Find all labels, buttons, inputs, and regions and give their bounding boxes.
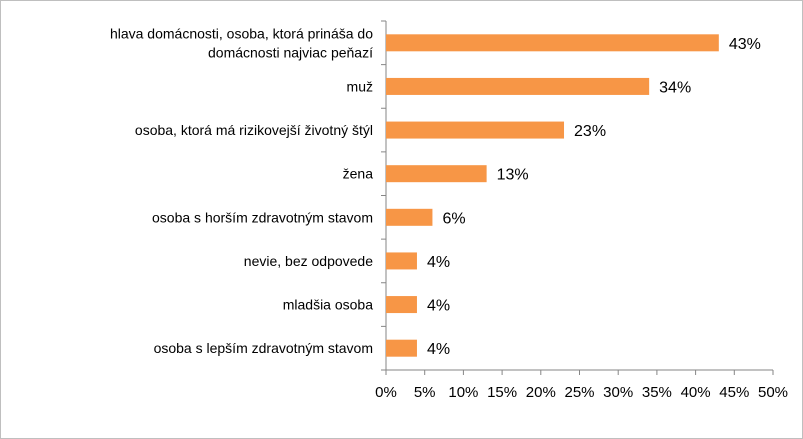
bar <box>386 296 417 314</box>
x-tick-label: 5% <box>414 384 436 401</box>
bar <box>386 77 650 95</box>
bar <box>386 339 417 357</box>
bar-value-label: 43% <box>729 36 761 53</box>
bar <box>386 121 565 139</box>
category-label: osoba s lepším zdravotným stavom <box>154 340 373 356</box>
category-label: žena <box>343 166 374 182</box>
x-tick-label: 40% <box>681 384 711 401</box>
x-tick-label: 25% <box>564 384 594 401</box>
category-label: muž <box>347 78 373 94</box>
x-tick-label: 10% <box>448 384 478 401</box>
category-label: osoba s horším zdravotným stavom <box>152 209 373 225</box>
x-tick-label: 35% <box>642 384 672 401</box>
x-tick-label: 15% <box>487 384 517 401</box>
x-tick-label: 50% <box>758 384 788 401</box>
x-tick-label: 20% <box>526 384 556 401</box>
category-label: hlava domácnosti, osoba, ktorá prináša d… <box>110 25 373 60</box>
bar <box>386 165 487 183</box>
category-label: osoba, ktorá má rizikovejší životný štýl <box>135 122 373 138</box>
category-label: mladšia osoba <box>283 297 373 313</box>
bar-value-label: 34% <box>659 79 691 96</box>
x-tick-label: 45% <box>719 384 749 401</box>
bar <box>386 252 417 270</box>
bar-value-label: 4% <box>427 254 450 271</box>
bar-value-label: 6% <box>442 210 465 227</box>
x-tick-label: 30% <box>603 384 633 401</box>
bar-value-label: 4% <box>427 341 450 358</box>
x-tick-label: 0% <box>375 384 397 401</box>
category-label: nevie, bez odpovede <box>244 253 373 269</box>
bar <box>386 208 433 226</box>
bar-value-label: 13% <box>497 167 529 184</box>
bar-value-label: 4% <box>427 298 450 315</box>
bar-value-label: 23% <box>574 123 606 140</box>
bar <box>386 34 719 52</box>
